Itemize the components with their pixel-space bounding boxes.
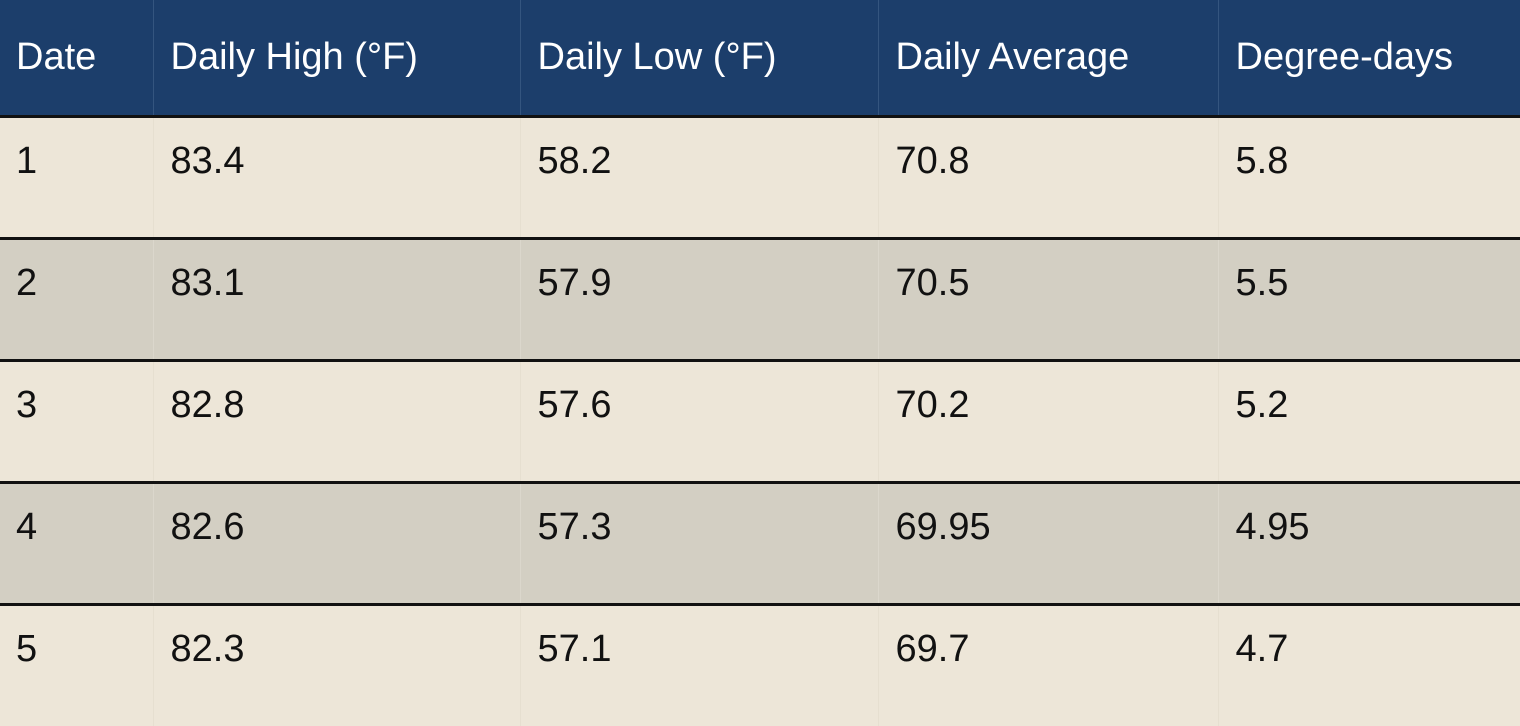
- cell-date: 4: [0, 482, 153, 606]
- header-daily-average: Daily Average: [877, 0, 1218, 118]
- cell-date: 2: [0, 238, 153, 362]
- cell-date: 5: [16, 627, 38, 670]
- table-row: 3 82.8 57.6 70.2 5.2: [0, 360, 1520, 484]
- header-degree-days: Degree-days: [1217, 0, 1520, 118]
- cell-daily-average: 69.95: [877, 482, 1218, 606]
- cell-daily-average: 70.5: [877, 238, 1218, 362]
- cell-degree-days: 5.2: [1217, 360, 1520, 484]
- table-row: 4 82.6 57.3 69.95 4.95: [0, 482, 1520, 606]
- table-row: 1 83.4 58.2 70.8 5.8: [0, 116, 1520, 240]
- cell-daily-low: 57.1: [519, 604, 878, 726]
- table-row: 5 82.3 57.1 69.7 4.7: [0, 604, 1520, 726]
- cell-degree-days: 5.5: [1217, 238, 1520, 362]
- cell-daily-high: 82.3: [152, 604, 520, 726]
- cell-degree-days: 5.8: [1217, 116, 1520, 240]
- cell-degree-days: 4.7: [1217, 604, 1520, 726]
- cell-daily-low: 57.9: [519, 238, 878, 362]
- table-header: Date Daily High (°F) Daily Low (°F) Dail…: [0, 0, 1520, 118]
- header-date: Date: [0, 0, 153, 118]
- header-daily-low: Daily Low (°F): [519, 0, 878, 118]
- cell-daily-low: 57.6: [519, 360, 878, 484]
- cell-daily-high: 82.6: [152, 482, 520, 606]
- header-daily-high: Daily High (°F): [152, 0, 520, 118]
- table-body: 1 83.4 58.2 70.8 5.8 2 83.1 57.9 70.5 5.…: [0, 116, 1520, 726]
- cell-date: 3: [0, 360, 153, 484]
- cell-daily-high: 82.8: [152, 360, 520, 484]
- cell-date: 1: [0, 116, 153, 240]
- header-row: Date Daily High (°F) Daily Low (°F) Dail…: [0, 0, 1520, 118]
- cell-daily-average: 69.7: [877, 604, 1218, 726]
- cell-daily-average: 70.2: [877, 360, 1218, 484]
- cell-daily-high: 83.4: [152, 116, 520, 240]
- cell-daily-low: 58.2: [519, 116, 878, 240]
- table-row: 2 83.1 57.9 70.5 5.5: [0, 238, 1520, 362]
- cell-daily-average: 70.8: [877, 116, 1218, 240]
- cell-degree-days: 4.95: [1217, 482, 1520, 606]
- cell-daily-low: 57.3: [519, 482, 878, 606]
- cell-daily-high: 83.1: [152, 238, 520, 362]
